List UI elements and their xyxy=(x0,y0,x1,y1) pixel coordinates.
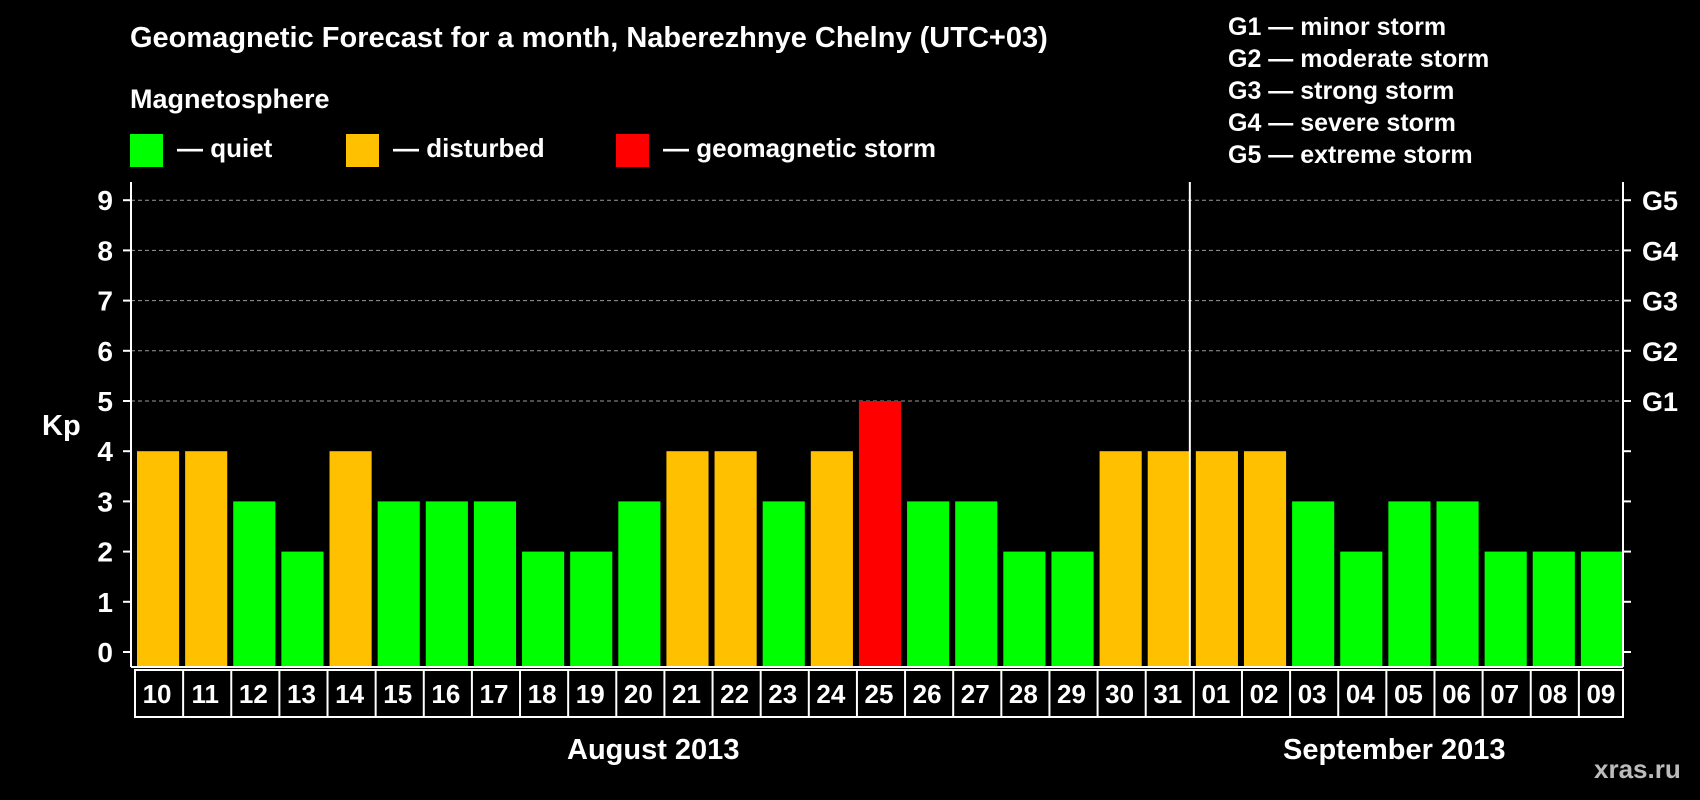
bar-03 xyxy=(1292,501,1335,666)
date-label: 11 xyxy=(191,679,219,709)
bar-15 xyxy=(377,501,420,666)
storm-scale-g4: G4 — severe storm xyxy=(1228,109,1456,137)
date-label: 06 xyxy=(1442,679,1471,709)
bar-11 xyxy=(185,451,228,666)
y-tick-label: 0 xyxy=(97,637,113,668)
bar-13 xyxy=(281,551,324,666)
y-tick-label: 2 xyxy=(97,537,113,568)
date-label: 09 xyxy=(1586,679,1615,709)
storm-level-label: G2 xyxy=(1642,337,1678,367)
bar-18 xyxy=(522,551,565,666)
bar-12 xyxy=(233,501,276,666)
bar-20 xyxy=(618,501,661,666)
y-tick-label: 6 xyxy=(97,336,113,367)
date-label: 29 xyxy=(1057,679,1086,709)
date-label: 07 xyxy=(1490,679,1519,709)
date-label: 15 xyxy=(383,679,412,709)
storm-level-label: G3 xyxy=(1642,287,1678,317)
y-tick-label: 3 xyxy=(97,486,113,517)
month-label-august: August 2013 xyxy=(567,734,740,766)
date-label: 01 xyxy=(1201,679,1230,709)
legend-swatch-storm xyxy=(616,134,649,167)
storm-scale-g5: G5 — extreme storm xyxy=(1228,141,1473,169)
date-label: 13 xyxy=(287,679,316,709)
bar-21 xyxy=(666,451,709,666)
date-label: 10 xyxy=(143,679,172,709)
date-label: 24 xyxy=(816,679,845,709)
y-tick-label: 4 xyxy=(97,436,113,467)
bar-29 xyxy=(1051,551,1094,666)
date-label: 22 xyxy=(720,679,749,709)
bar-17 xyxy=(473,501,517,666)
date-label: 28 xyxy=(1009,679,1038,709)
date-label: 05 xyxy=(1394,679,1423,709)
bar-07 xyxy=(1484,551,1527,666)
storm-scale-g1: G1 — minor storm xyxy=(1228,13,1447,41)
bar-26 xyxy=(907,501,950,666)
date-label: 27 xyxy=(961,679,990,709)
storm-level-label: G5 xyxy=(1642,186,1678,216)
y-tick-label: 7 xyxy=(97,286,113,317)
date-label: 26 xyxy=(913,679,942,709)
bar-22 xyxy=(714,451,757,666)
date-label: 25 xyxy=(865,679,894,709)
date-label: 14 xyxy=(335,679,364,709)
legend-label-storm: — geomagnetic storm xyxy=(663,133,937,163)
bar-14 xyxy=(329,451,372,666)
bar-23 xyxy=(762,501,805,666)
bar-28 xyxy=(1003,551,1046,666)
bar-30 xyxy=(1099,451,1142,666)
bar-16 xyxy=(425,501,468,666)
date-label: 08 xyxy=(1538,679,1567,709)
bar-02 xyxy=(1243,451,1287,666)
date-label: 03 xyxy=(1298,679,1327,709)
bar-09 xyxy=(1580,551,1623,666)
bar-05 xyxy=(1388,501,1431,666)
date-label: 04 xyxy=(1346,679,1375,709)
legend-label-disturbed: — disturbed xyxy=(393,133,545,163)
date-label: 16 xyxy=(431,679,460,709)
date-label: 17 xyxy=(480,679,509,709)
bar-25 xyxy=(858,401,902,666)
y-tick-label: 5 xyxy=(97,386,113,417)
date-label: 21 xyxy=(672,679,701,709)
bar-04 xyxy=(1340,551,1383,666)
bar-27 xyxy=(955,501,998,666)
bar-31 xyxy=(1147,451,1190,666)
date-label: 02 xyxy=(1250,679,1279,709)
bar-19 xyxy=(570,551,613,666)
month-label-september: September 2013 xyxy=(1283,734,1506,766)
y-tick-label: 8 xyxy=(97,235,113,266)
storm-scale-g3: G3 — strong storm xyxy=(1228,77,1455,105)
date-row xyxy=(134,669,1624,718)
bar-10 xyxy=(137,451,180,666)
date-label: 18 xyxy=(528,679,557,709)
bar-06 xyxy=(1436,501,1479,666)
storm-level-label: G4 xyxy=(1642,236,1678,266)
legend-swatch-disturbed xyxy=(346,134,379,167)
y-axis-label: Kp xyxy=(42,410,81,442)
date-label: 30 xyxy=(1105,679,1134,709)
date-label: 19 xyxy=(576,679,605,709)
date-label: 23 xyxy=(768,679,797,709)
y-tick-label: 1 xyxy=(97,587,113,618)
bar-24 xyxy=(810,451,853,666)
legend-swatch-quiet xyxy=(130,134,163,167)
date-label: 12 xyxy=(239,679,268,709)
watermark: xras.ru xyxy=(1594,754,1681,784)
bar-08 xyxy=(1532,551,1575,666)
chart-title: Geomagnetic Forecast for a month, Nabere… xyxy=(130,22,1048,54)
date-label: 31 xyxy=(1153,679,1182,709)
bar-01 xyxy=(1195,451,1238,666)
legend-label-quiet: — quiet xyxy=(177,133,273,163)
storm-scale-g2: G2 — moderate storm xyxy=(1228,45,1490,73)
legend-heading: Magnetosphere xyxy=(130,84,330,114)
y-tick-label: 9 xyxy=(97,185,113,216)
date-label: 20 xyxy=(624,679,653,709)
storm-level-label: G1 xyxy=(1642,387,1678,417)
